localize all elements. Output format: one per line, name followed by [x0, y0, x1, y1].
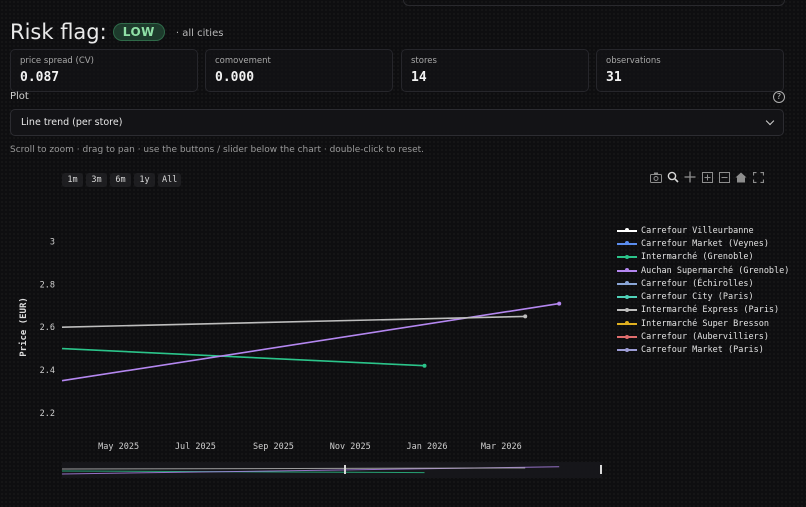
- camera-icon[interactable]: [650, 171, 662, 183]
- legend-swatch: [617, 228, 637, 233]
- legend-label: Carrefour Market (Veynes): [641, 238, 769, 249]
- series-line-6[interactable]: [61, 315, 526, 328]
- legend-label: Intermarché Express (Paris): [641, 305, 780, 316]
- legend-swatch: [617, 268, 637, 273]
- zoom-icon[interactable]: [667, 171, 679, 183]
- legend-label: Auchan Supermarché (Grenoble): [641, 265, 790, 276]
- legend-item[interactable]: Intermarché (Grenoble): [617, 251, 789, 264]
- series-point-2[interactable]: [422, 363, 427, 368]
- autoscale-icon[interactable]: [752, 171, 764, 183]
- chart-hint: Scroll to zoom · drag to pan · use the b…: [10, 145, 425, 155]
- legend-swatch: [617, 321, 637, 326]
- metric-value: 31: [606, 70, 622, 85]
- zoom-in-icon[interactable]: [701, 171, 713, 183]
- legend-swatch: [617, 294, 637, 299]
- legend-item[interactable]: Carrefour City (Paris): [617, 290, 789, 303]
- legend-item[interactable]: Carrefour Market (Paris): [617, 344, 789, 357]
- legend-item[interactable]: Carrefour (Échirolles): [617, 277, 789, 290]
- range-selector: 1m 3m 6m 1y All: [62, 173, 182, 187]
- legend-label: Carrefour City (Paris): [641, 292, 754, 303]
- legend-item[interactable]: Carrefour (Aubervilliers): [617, 330, 789, 343]
- y-tick-label: 2.4: [40, 366, 55, 376]
- legend-label: Carrefour (Aubervilliers): [641, 332, 769, 343]
- zoom-out-icon[interactable]: [718, 171, 730, 183]
- x-tick-label: Jan 2026: [407, 442, 448, 452]
- y-axis-title: Price (EUR): [18, 297, 29, 357]
- series-point-6[interactable]: [523, 314, 528, 319]
- legend-item[interactable]: Intermarché Express (Paris): [617, 304, 789, 317]
- metric-label: price spread (CV): [20, 56, 94, 66]
- legend-label: Intermarché (Grenoble): [641, 252, 754, 263]
- home-icon[interactable]: [735, 171, 747, 183]
- metric-label: stores: [411, 56, 437, 66]
- legend-swatch: [617, 334, 637, 339]
- legend-item[interactable]: Carrefour Villeurbanne: [617, 224, 789, 237]
- metric-label: observations: [606, 56, 661, 66]
- range-button-6m[interactable]: 6m: [110, 173, 131, 187]
- risk-flag-row: Risk flag: LOW · all cities: [10, 20, 223, 44]
- metric-card-price-spread: price spread (CV) 0.087: [10, 49, 198, 92]
- legend-swatch: [617, 254, 637, 259]
- legend-swatch: [617, 241, 637, 246]
- range-button-1y[interactable]: 1y: [134, 173, 155, 187]
- plot-type-select[interactable]: Line trend (per store): [10, 109, 784, 136]
- x-tick-label: May 2025: [98, 442, 139, 452]
- risk-flag-title: Risk flag:: [10, 20, 107, 44]
- risk-scope-caption: · all cities: [175, 28, 224, 39]
- series-point-3[interactable]: [557, 301, 562, 306]
- metric-value: 0.087: [20, 70, 60, 85]
- range-button-3m[interactable]: 3m: [86, 173, 107, 187]
- metric-label: comovement: [215, 56, 271, 66]
- legend-swatch: [617, 307, 637, 312]
- range-slider-handle-left[interactable]: [344, 465, 346, 474]
- slider-series-line-6: [61, 467, 526, 470]
- y-tick-label: 2.2: [40, 409, 55, 419]
- legend-label: Carrefour (Échirolles): [641, 278, 754, 289]
- plot-type-value: Line trend (per store): [21, 117, 123, 128]
- chart-modebar: [650, 171, 764, 183]
- metric-card-stores: stores 14: [401, 49, 589, 92]
- pan-icon[interactable]: [684, 171, 696, 183]
- legend-label: Carrefour Villeurbanne: [641, 225, 754, 236]
- legend-item[interactable]: Carrefour Market (Veynes): [617, 237, 789, 250]
- legend-item[interactable]: Intermarché Super Bresson: [617, 317, 789, 330]
- y-tick-label: 2.8: [40, 280, 55, 290]
- x-tick-label: Jul 2025: [175, 442, 216, 452]
- plot-select-label: Plot: [10, 91, 29, 102]
- legend-swatch: [617, 347, 637, 352]
- range-button-1m[interactable]: 1m: [62, 173, 83, 187]
- range-slider[interactable]: [61, 462, 602, 478]
- y-tick-label: 2.6: [40, 323, 55, 333]
- legend-item[interactable]: Auchan Supermarché (Grenoble): [617, 264, 789, 277]
- x-tick-label: Nov 2025: [330, 442, 371, 452]
- metric-value: 0.000: [215, 70, 255, 85]
- risk-level-badge: LOW: [112, 23, 165, 41]
- legend-label: Intermarché Super Bresson: [641, 318, 769, 329]
- chart-legend: Carrefour Villeurbanne Carrefour Market (…: [617, 224, 789, 357]
- help-icon[interactable]: ?: [773, 91, 785, 103]
- range-button-all[interactable]: All: [158, 173, 182, 187]
- legend-label: Carrefour Market (Paris): [641, 345, 764, 356]
- metric-value: 14: [411, 70, 427, 85]
- x-tick-label: Sep 2025: [253, 442, 294, 452]
- range-slider-handle-right[interactable]: [600, 465, 602, 474]
- metric-card-comovement: comovement 0.000: [205, 49, 393, 92]
- legend-swatch: [617, 281, 637, 286]
- y-tick-label: 3: [50, 237, 55, 247]
- series-line-2[interactable]: [61, 347, 425, 367]
- x-tick-label: Mar 2026: [481, 442, 522, 452]
- metric-card-observations: observations 31: [596, 49, 784, 92]
- series-line-3[interactable]: [61, 302, 560, 382]
